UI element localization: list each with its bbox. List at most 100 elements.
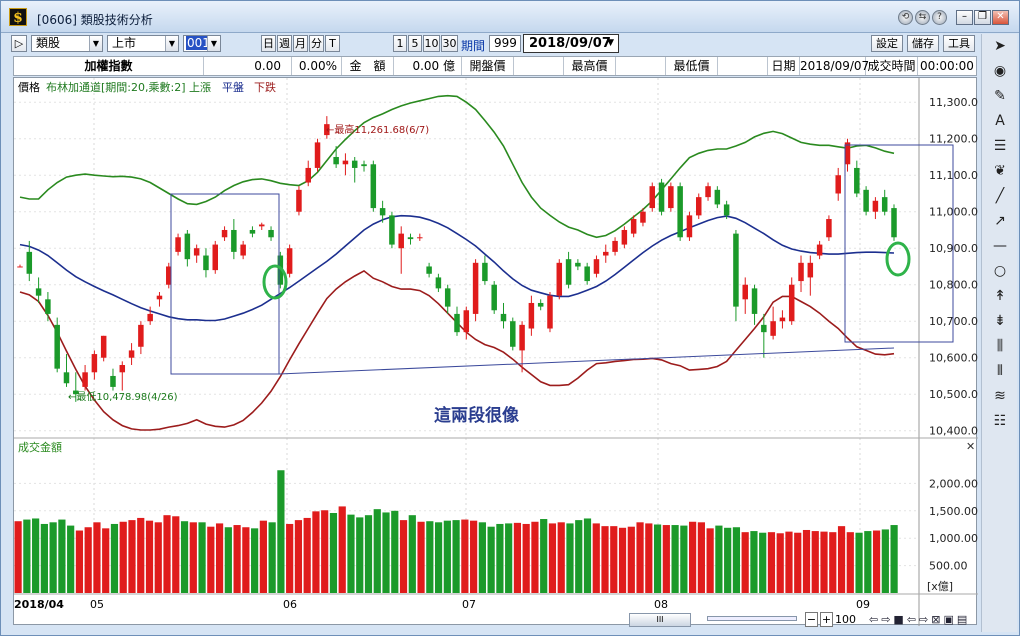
arrow-cursor-icon[interactable]: ➤	[994, 38, 1006, 54]
candle-body	[742, 284, 748, 300]
volume-bar	[767, 532, 776, 593]
category-select[interactable]: 類股 ▼	[31, 35, 103, 52]
volume-tick-label: 1,500.00	[929, 505, 978, 518]
period-input[interactable]: 999	[489, 35, 521, 52]
volume-bar	[461, 519, 469, 593]
volume-bar	[102, 528, 110, 593]
pointer-circle-icon[interactable]: ◉	[993, 63, 1007, 79]
volume-bar	[180, 521, 189, 593]
line-tool-icon[interactable]: ╱	[995, 188, 1005, 204]
chevron-down-icon: ▼	[207, 36, 220, 51]
zoom-slider[interactable]	[707, 616, 797, 621]
count-1-button[interactable]: 1	[393, 35, 407, 52]
volume-bar	[846, 532, 854, 593]
refresh-icon[interactable]: ⟲	[898, 10, 913, 25]
volume-bar	[452, 520, 460, 593]
code-select[interactable]: 001 ▼	[183, 35, 221, 52]
save-button[interactable]: 儲存	[907, 35, 939, 52]
volume-bar	[329, 512, 338, 593]
volume-bar	[785, 531, 793, 593]
text-tool-icon[interactable]: A	[995, 113, 1005, 129]
volume-bar	[881, 529, 889, 593]
quote-info-bar: 加權指數 0.00 0.00% 金 額 0.00 億 開盤價 最高價 最低價 日…	[13, 56, 977, 76]
volume-bar	[601, 526, 609, 593]
count-10-button[interactable]: 10	[423, 35, 440, 52]
bollinger-upper-band	[19, 94, 895, 239]
volume-tick-label: 1,000.00	[929, 532, 978, 545]
toolbar: ▷ 類股 ▼ 上市 ▼ 001 ▼ 日 週 月 分 T 1 5 10 30 期間…	[11, 34, 981, 54]
settings-button[interactable]: 設定	[871, 35, 903, 52]
maximize-button[interactable]: ❐	[974, 10, 991, 25]
volume-bar	[399, 520, 408, 593]
count-5-button[interactable]: 5	[408, 35, 422, 52]
zoom-value: 100	[835, 613, 856, 626]
volume-bar	[391, 510, 399, 593]
volume-bar	[706, 528, 714, 593]
freq-minute-button[interactable]: 分	[309, 35, 324, 52]
window-title: [0606] 類股技術分析	[37, 13, 153, 27]
ray-tool-icon[interactable]: ↗	[994, 213, 1006, 229]
chevron-down-icon: ▼	[607, 38, 614, 48]
volume-bar	[408, 515, 416, 593]
channel-tool-icon[interactable]: ⫴	[997, 363, 1003, 379]
high-label: 最高價	[564, 57, 616, 75]
volume-bar	[303, 517, 311, 593]
price-tick-label: 10,600.00	[929, 352, 978, 365]
count-30-button[interactable]: 30	[441, 35, 458, 52]
volume-bar	[145, 520, 154, 593]
lines-tool-icon[interactable]: ☰	[993, 138, 1007, 154]
settings-tool-icon[interactable]: ☷	[993, 413, 1007, 429]
date-picker[interactable]: 2018/09/07 ▼	[523, 34, 619, 53]
help-icon[interactable]: ?	[932, 10, 947, 25]
time-label: 成交時間	[866, 57, 918, 75]
arrow-tool-icon[interactable]: ↟	[994, 288, 1006, 304]
fan-tool-icon[interactable]: ≋	[994, 388, 1006, 404]
candle-body	[472, 262, 479, 314]
bars-tool-icon[interactable]: ⫼	[996, 338, 1004, 354]
play-icon[interactable]: ▷	[11, 35, 27, 52]
fibonacci-tool-icon[interactable]: ❦	[994, 163, 1006, 179]
close-button[interactable]: ✕	[992, 10, 1009, 25]
zoom-out-button[interactable]: −	[805, 612, 818, 627]
tools-button[interactable]: 工具	[943, 35, 975, 52]
zoom-in-button[interactable]: +	[820, 612, 833, 627]
category-value: 類股	[36, 36, 61, 50]
candle-body	[826, 219, 832, 238]
chart-area[interactable]: 11,300.0011,200.0011,100.0011,000.0010,9…	[13, 77, 978, 626]
volume-bar	[251, 528, 259, 593]
candle-body	[593, 259, 600, 274]
chart-nav-icons[interactable]: ⇦⇨■⇦⇨⊠▣▤	[869, 613, 971, 626]
volume-bar	[496, 523, 504, 593]
x-tick-label: 05	[90, 598, 104, 611]
candle-body	[770, 321, 776, 336]
volume-bar	[470, 520, 478, 593]
switch-icon[interactable]: ⇆	[915, 10, 930, 25]
candle-body	[156, 295, 163, 300]
freq-week-button[interactable]: 週	[277, 35, 292, 52]
candle-body	[361, 164, 367, 167]
freq-tick-button[interactable]: T	[325, 35, 340, 52]
circle-tool-icon[interactable]: ○	[993, 263, 1007, 279]
candle-body	[82, 372, 88, 387]
volume-bar	[671, 525, 679, 593]
x-tick-label: 09	[856, 598, 870, 611]
market-select[interactable]: 上市 ▼	[107, 35, 179, 52]
freq-day-button[interactable]: 日	[261, 35, 276, 52]
volume-bar	[759, 532, 767, 593]
volume-bar	[215, 523, 224, 593]
freq-month-button[interactable]: 月	[293, 35, 308, 52]
candle-body	[807, 262, 814, 278]
horizontal-scrollbar[interactable]: III	[629, 613, 691, 627]
price-tick-label: 10,400.00	[929, 425, 978, 438]
volume-bar	[575, 520, 583, 593]
eraser-icon[interactable]: ✎	[994, 88, 1006, 104]
candle-body	[891, 208, 897, 238]
minimize-button[interactable]: –	[956, 10, 973, 25]
volume-bar	[259, 520, 267, 593]
hline-tool-icon[interactable]: —	[993, 238, 1007, 254]
candle-body	[844, 142, 851, 165]
volume-bar	[653, 524, 662, 593]
gann-tool-icon[interactable]: ⇟	[994, 313, 1006, 329]
volume-bar	[820, 531, 828, 593]
